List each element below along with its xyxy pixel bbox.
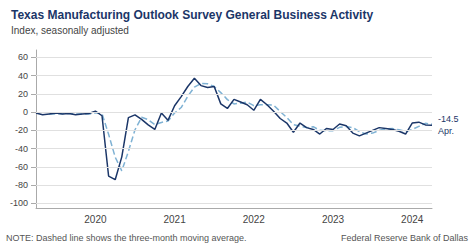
svg-text:-20: -20	[15, 125, 28, 135]
svg-text:2022: 2022	[243, 214, 266, 225]
svg-text:60: 60	[18, 52, 28, 62]
svg-text:Texas Manufacturing Outlook Su: Texas Manufacturing Outlook Survey Gener…	[11, 8, 373, 22]
svg-text:-40: -40	[15, 144, 28, 154]
svg-text:40: 40	[18, 71, 28, 81]
svg-text:Apr.: Apr.	[438, 126, 454, 136]
svg-text:0: 0	[23, 107, 28, 117]
svg-text:-60: -60	[15, 162, 28, 172]
svg-text:20: 20	[18, 89, 28, 99]
svg-text:Federal Reserve Bank of Dallas: Federal Reserve Bank of Dallas	[341, 233, 469, 243]
svg-text:-14.5: -14.5	[438, 114, 459, 124]
svg-text:2024: 2024	[401, 214, 424, 225]
svg-text:-80: -80	[15, 180, 28, 190]
svg-text:2021: 2021	[163, 214, 186, 225]
svg-text:Index, seasonally adjusted: Index, seasonally adjusted	[11, 25, 129, 36]
svg-text:NOTE: Dashed line shows the th: NOTE: Dashed line shows the three-month …	[6, 233, 247, 243]
svg-text:2020: 2020	[84, 214, 107, 225]
svg-text:2023: 2023	[322, 214, 345, 225]
svg-text:-100: -100	[10, 198, 28, 208]
